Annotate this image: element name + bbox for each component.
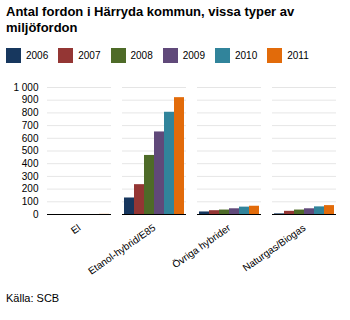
svg-text:0: 0 [33, 209, 39, 220]
svg-text:900: 900 [22, 95, 39, 106]
svg-text:Naturgas/Biogas: Naturgas/Biogas [241, 222, 308, 273]
svg-text:300: 300 [22, 171, 39, 182]
svg-text:1 000: 1 000 [13, 82, 38, 93]
svg-text:400: 400 [22, 158, 39, 169]
html-text:2010: 2010 [235, 50, 258, 62]
html-text:2008: 2008 [130, 50, 153, 62]
svg-text:200: 200 [22, 183, 39, 194]
svg-text:500: 500 [22, 145, 39, 156]
html-text:Antal fordon i Härryda kommun,: Antal fordon i Härryda kommun, vissa typ… [6, 4, 295, 35]
svg-text:600: 600 [22, 133, 39, 144]
svg-text:700: 700 [22, 120, 39, 131]
html-text:2007: 2007 [78, 50, 101, 62]
svg-text:El: El [69, 222, 83, 236]
html-text:2006: 2006 [26, 50, 49, 62]
html-text:2011: 2011 [287, 50, 309, 62]
svg-text:Övriga hybrider: Övriga hybrider [170, 222, 233, 271]
html-text:Källa: SCB: Källa: SCB [6, 292, 60, 305]
html-text:2009: 2009 [182, 50, 205, 62]
svg-text:800: 800 [22, 107, 39, 118]
svg-text:Etanol-hybrid/E85: Etanol-hybrid/E85 [86, 222, 158, 277]
svg-text:100: 100 [22, 196, 39, 207]
